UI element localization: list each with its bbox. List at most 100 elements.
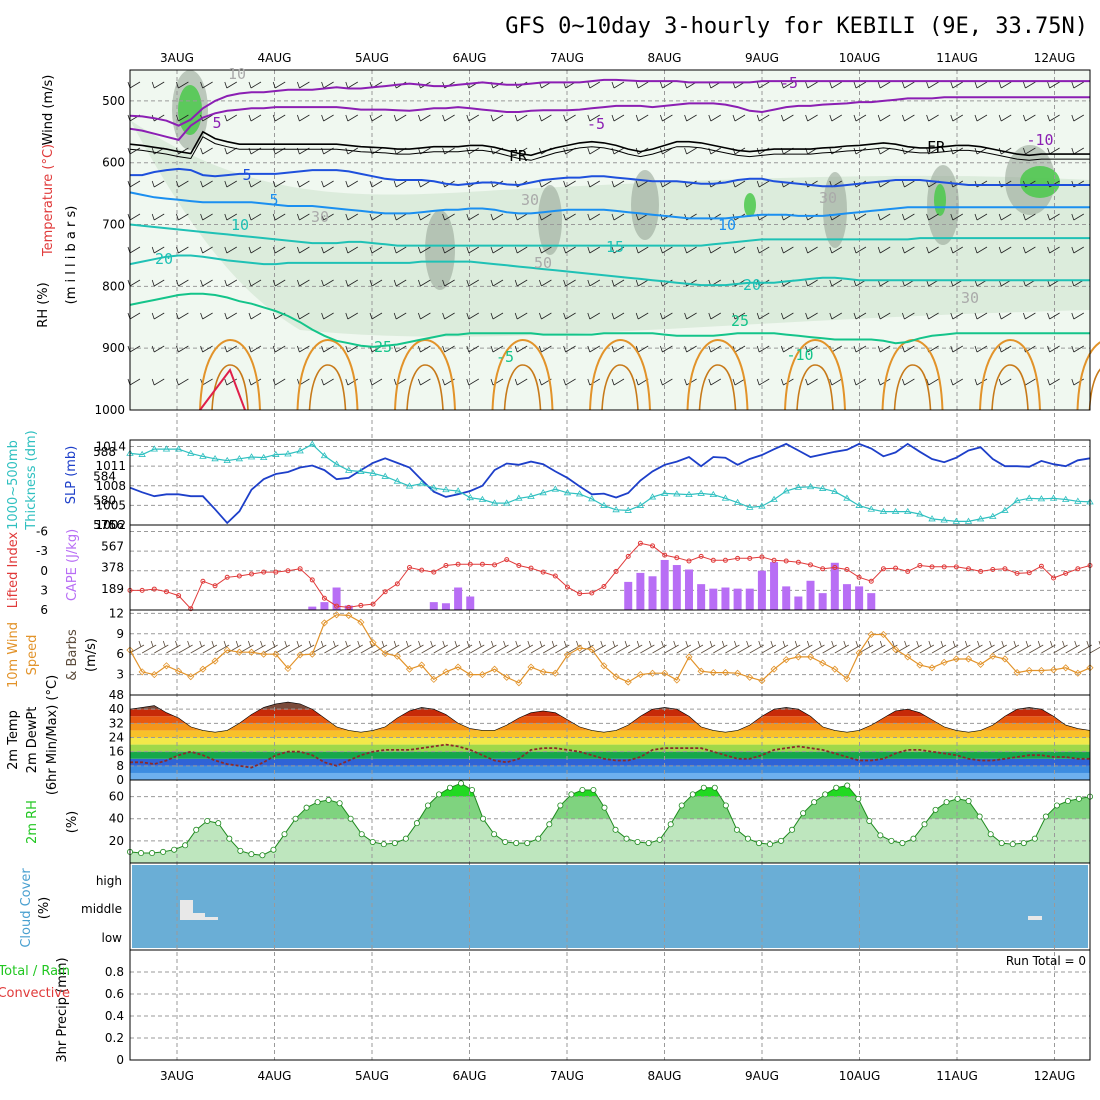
isotherm-line bbox=[129, 96, 1090, 142]
lifted-index-point bbox=[273, 569, 279, 575]
wind-barb bbox=[418, 279, 431, 287]
lifted-index-point bbox=[358, 602, 364, 608]
rh-point bbox=[204, 817, 211, 824]
wind-barb bbox=[684, 312, 697, 320]
rh-point bbox=[733, 826, 740, 833]
rh-point bbox=[347, 815, 354, 822]
wind-barb bbox=[926, 246, 939, 254]
wind-barb bbox=[635, 246, 649, 254]
wind-barb bbox=[369, 147, 383, 155]
rh-point bbox=[535, 835, 542, 842]
rh-point bbox=[700, 784, 707, 791]
wind-barb bbox=[539, 114, 552, 122]
lifted-index-point bbox=[783, 558, 789, 564]
wind-speed-point bbox=[831, 665, 839, 673]
wind-barb bbox=[974, 246, 988, 254]
wind-barb bbox=[418, 246, 431, 254]
contour-label: 15 bbox=[606, 238, 624, 256]
wind-speed-point bbox=[515, 679, 523, 687]
thickness-point bbox=[976, 515, 985, 522]
isotherm-line bbox=[129, 254, 1090, 287]
wind-speed-point bbox=[794, 653, 802, 661]
wind-barb bbox=[466, 345, 480, 353]
rh-tick: 20 bbox=[109, 834, 124, 848]
wind-barb bbox=[902, 114, 915, 122]
wind-speed-point bbox=[405, 665, 414, 673]
wind-barb-10m bbox=[822, 640, 837, 654]
thickness-point bbox=[806, 482, 815, 490]
wind-barb bbox=[902, 213, 915, 221]
wind-barb-10m bbox=[421, 640, 436, 654]
wind-speed-point bbox=[697, 667, 705, 675]
wind-barb bbox=[829, 312, 843, 320]
wind-barb-10m bbox=[640, 640, 655, 654]
wind-speed-point bbox=[867, 630, 875, 639]
lifted-index-point bbox=[820, 566, 826, 572]
rh-point bbox=[138, 850, 145, 857]
rh-point bbox=[998, 840, 1005, 847]
rh-point bbox=[424, 802, 431, 809]
pressure-tick: 700 bbox=[102, 218, 125, 232]
wind-barb bbox=[176, 81, 189, 89]
wind-barb bbox=[1047, 246, 1060, 254]
thickness-point bbox=[818, 484, 827, 491]
wind-barb bbox=[200, 246, 213, 254]
contour-label: 10 bbox=[228, 65, 246, 83]
contour-label: 20 bbox=[743, 276, 761, 294]
cape-bar bbox=[855, 586, 864, 610]
isotherm-line bbox=[129, 191, 1090, 220]
wind-barb bbox=[321, 114, 334, 122]
y-axis-label: (m i l l i b a r s) bbox=[64, 206, 79, 305]
wind-barb bbox=[853, 246, 867, 254]
thickness-point bbox=[259, 453, 268, 461]
contour-label: -5 bbox=[496, 348, 514, 366]
rh-point bbox=[568, 791, 575, 798]
pressure-tick: 800 bbox=[102, 279, 125, 293]
contour-label: 25 bbox=[374, 338, 392, 356]
thickness-point bbox=[515, 494, 523, 501]
wind-speed-point bbox=[1074, 669, 1082, 677]
thickness-point bbox=[831, 487, 839, 495]
top-day-tick: 9AUG bbox=[745, 51, 779, 65]
lifted-index-point bbox=[309, 577, 315, 583]
lifted-index-point bbox=[1026, 570, 1032, 576]
wind-barb bbox=[902, 345, 915, 353]
rh-point bbox=[888, 837, 895, 844]
wind-speed-point bbox=[333, 611, 341, 619]
wind-barb bbox=[950, 378, 964, 386]
rh-fill-saturated bbox=[934, 184, 946, 216]
rh-point bbox=[149, 850, 156, 857]
lifted-index-point bbox=[771, 557, 777, 563]
cape-bar bbox=[830, 562, 839, 610]
cape-bar bbox=[745, 588, 754, 610]
wind-barb bbox=[635, 279, 649, 287]
wind-barb bbox=[1047, 81, 1060, 89]
wind-barb-10m bbox=[312, 640, 327, 654]
wind-barb bbox=[781, 81, 794, 89]
y-axis-label: RH (%) bbox=[36, 282, 51, 327]
wind-barb bbox=[756, 246, 770, 254]
wind-tick: 12 bbox=[109, 606, 124, 620]
wind-barb-10m bbox=[907, 640, 922, 654]
rh-point bbox=[910, 835, 917, 842]
cape-tick: 756 bbox=[101, 518, 124, 532]
wind-barb bbox=[1047, 147, 1060, 155]
rh-point bbox=[833, 784, 840, 791]
slp-tick: 1002 bbox=[95, 518, 126, 532]
contour-label: 5 bbox=[212, 114, 221, 132]
lifted-index-point bbox=[880, 566, 886, 572]
lifted-index-point bbox=[370, 601, 376, 607]
thickness-point bbox=[660, 489, 669, 496]
y-axis-label: CAPE (J/kg) bbox=[65, 529, 80, 601]
wind-barb bbox=[587, 180, 601, 188]
wind-barb bbox=[587, 279, 601, 287]
wind-speed-point bbox=[175, 667, 183, 675]
rh-point bbox=[435, 791, 442, 798]
wind-barb-10m bbox=[397, 640, 412, 654]
thickness-point bbox=[891, 507, 900, 515]
top-day-tick: 7AUG bbox=[550, 51, 584, 65]
isotherm-35 bbox=[1088, 368, 1100, 411]
wind-barb-10m bbox=[384, 640, 400, 654]
isotherm-30 bbox=[296, 338, 359, 411]
rh-point bbox=[855, 795, 862, 802]
